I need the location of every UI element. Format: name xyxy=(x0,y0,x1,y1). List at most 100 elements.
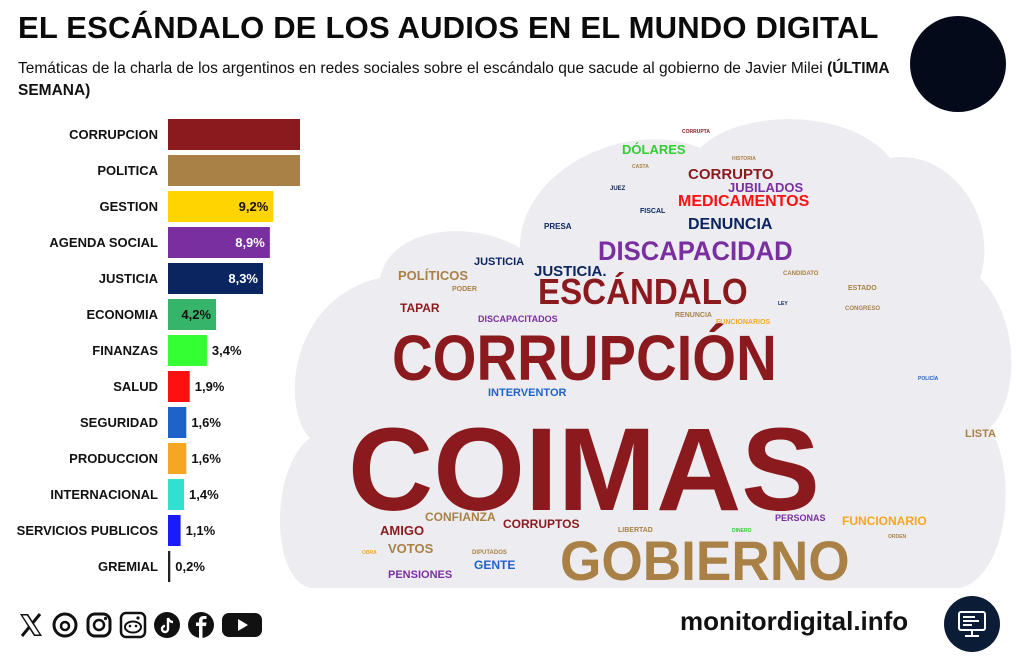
category-label: CORRUPCION xyxy=(69,127,158,142)
category-label: AGENDA SOCIAL xyxy=(49,235,158,250)
cloud-word: JUSTICIA xyxy=(474,256,524,268)
value-label: 1,9% xyxy=(195,379,225,394)
cloud-word: ORDEN xyxy=(888,534,906,540)
audio-wave-icon xyxy=(919,34,997,94)
cloud-word: POLICÍA xyxy=(918,374,939,382)
cloud-word: DISCAPACIDAD xyxy=(598,235,793,266)
cloud-word: CORRUPTOS xyxy=(503,517,579,531)
cloud-word: CORRUPTO xyxy=(688,166,774,183)
tiktok-icon[interactable] xyxy=(152,610,182,640)
cloud-word: FUNCIONARIOS xyxy=(716,319,770,326)
cloud-word: TAPAR xyxy=(400,301,440,315)
bar-economia xyxy=(168,299,217,330)
category-label: PRODUCCION xyxy=(69,451,158,466)
value-label: 1,1% xyxy=(186,523,216,538)
value-label: 8,9% xyxy=(235,235,265,250)
category-label: SEGURIDAD xyxy=(80,415,158,430)
cloud-word: CORRUPCIÓN xyxy=(392,322,777,394)
bar-finanzas xyxy=(168,335,207,366)
value-label: 9,2% xyxy=(239,199,269,214)
bar-produccion xyxy=(168,443,187,474)
cloud-word: PENSIONES xyxy=(388,569,452,581)
cloud-word: DISCAPACITADOS xyxy=(478,314,558,324)
bar-salud xyxy=(168,371,190,402)
bar-seguridad xyxy=(168,407,187,438)
cloud-word: DIPUTADOS xyxy=(472,550,507,556)
cloud-word: DÓLARES xyxy=(622,142,686,157)
page-subtitle: Temáticas de la charla de los argentinos… xyxy=(18,58,898,102)
cloud-word: JUEZ xyxy=(610,186,626,192)
value-label: 3,4% xyxy=(212,343,242,358)
value-label: 1,6% xyxy=(191,415,221,430)
cloud-word: PERSONAS xyxy=(775,513,826,523)
cloud-word: GOBIERNO xyxy=(560,530,850,593)
cloud-word: LEY xyxy=(778,301,788,307)
threads-icon[interactable] xyxy=(50,610,80,640)
cloud-word: CANDIDATO xyxy=(783,271,819,277)
social-links xyxy=(16,608,264,642)
youtube-icon[interactable] xyxy=(220,610,264,640)
cloud-word: PODER xyxy=(452,286,477,293)
cloud-word: LIBERTAD xyxy=(618,527,653,534)
cloud-word: CONGRESO xyxy=(845,306,880,312)
bar-gremial xyxy=(168,551,171,582)
cloud-word: ESTADO xyxy=(848,285,877,292)
cloud-word: FISCAL xyxy=(640,208,666,215)
bar-politica xyxy=(168,155,300,186)
bar-chart: CORRUPCION32,5%POLITICA25,8%GESTION9,2%A… xyxy=(17,119,300,582)
x-icon[interactable] xyxy=(16,610,46,640)
cloud-word: DINERO xyxy=(732,528,752,534)
category-label: GREMIAL xyxy=(98,559,158,574)
cloud-word: RENUNCIA xyxy=(675,312,712,319)
bar-servicios-publicos xyxy=(168,515,181,546)
category-label: ECONOMIA xyxy=(87,307,159,322)
reddit-icon[interactable] xyxy=(118,610,148,640)
value-label: 4,2% xyxy=(181,307,211,322)
cloud-word: COIMAS xyxy=(348,404,820,536)
website-url[interactable]: monitordigital.info xyxy=(680,606,909,636)
cloud-word: DENUNCIA xyxy=(688,216,773,233)
value-label: 1,4% xyxy=(189,487,219,502)
cloud-word: CASTA xyxy=(632,164,649,170)
cloud-word: GENTE xyxy=(474,558,515,572)
cloud-word: HISTORIA xyxy=(732,156,756,162)
cloud-word: CORRUPTA xyxy=(682,129,710,135)
cloud-word: PRESA xyxy=(544,222,572,231)
category-label: GESTION xyxy=(99,199,158,214)
cloud-word: POLÍTICOS xyxy=(398,268,468,283)
category-label: FINANZAS xyxy=(92,343,158,358)
bar-justicia xyxy=(168,263,264,294)
category-label: POLITICA xyxy=(97,163,158,178)
monitor-logo xyxy=(944,596,1000,652)
category-label: SERVICIOS PUBLICOS xyxy=(17,523,159,538)
subtitle-emphasis: (ÚLTIMA SEMANA) xyxy=(18,60,890,99)
cloud-word: AMIGO xyxy=(380,523,424,538)
bar-internacional xyxy=(168,479,185,510)
cloud-word: MEDICAMENTOS xyxy=(678,193,810,210)
cloud-word: FUNCIONARIO xyxy=(842,514,927,528)
category-label: SALUD xyxy=(113,379,158,394)
value-label: 8,3% xyxy=(228,271,258,286)
word-cloud: COIMASCORRUPCIÓNGOBIERNOESCÁNDALODISCAPA… xyxy=(280,119,1012,593)
cloud-word: CONFIANZA xyxy=(425,510,496,524)
cloud-shape xyxy=(280,119,1012,588)
bar-corrupcion xyxy=(168,119,300,150)
page-title: EL ESCÁNDALO DE LOS AUDIOS EN EL MUNDO D… xyxy=(18,10,879,45)
monitor-icon xyxy=(958,611,986,637)
cloud-word: OBRA xyxy=(362,550,377,556)
cloud-word: JUSTICIA. xyxy=(534,263,607,280)
cloud-word: JUBILADOS xyxy=(728,180,803,195)
cloud-word: INTERVENTOR xyxy=(488,387,566,399)
facebook-icon[interactable] xyxy=(186,610,216,640)
category-label: INTERNACIONAL xyxy=(50,487,158,502)
bar-gestion xyxy=(168,191,274,222)
subtitle-text: Temáticas de la charla de los argentinos… xyxy=(18,60,823,77)
value-label: 1,6% xyxy=(191,451,221,466)
cloud-word: VOTOS xyxy=(388,541,434,556)
instagram-icon[interactable] xyxy=(84,610,114,640)
cloud-word: LISTA xyxy=(965,428,996,440)
value-label: 0,2% xyxy=(175,559,205,574)
cloud-word: ESCÁNDALO xyxy=(538,271,748,313)
category-label: JUSTICIA xyxy=(99,271,159,286)
audio-wave-logo xyxy=(910,16,1006,112)
